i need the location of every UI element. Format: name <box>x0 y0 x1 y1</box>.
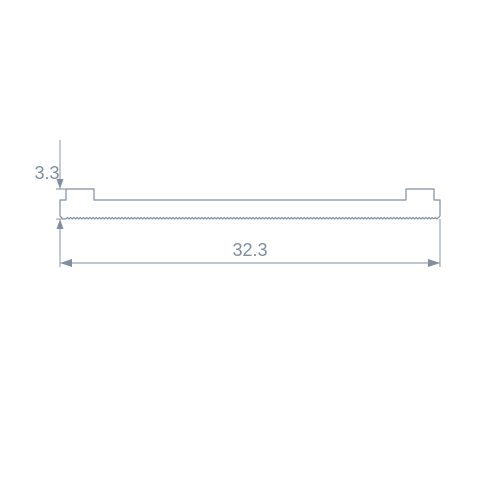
dim-width-value: 32.3 <box>232 240 267 260</box>
dim-height-arrow-bottom <box>57 219 64 229</box>
dim-width-arrow-left <box>60 259 72 267</box>
dim-height-value: 3.3 <box>34 163 59 183</box>
technical-drawing: 32.3 3.3 <box>0 0 500 500</box>
dim-width-arrow-right <box>428 259 440 267</box>
profile-outline <box>60 189 440 219</box>
